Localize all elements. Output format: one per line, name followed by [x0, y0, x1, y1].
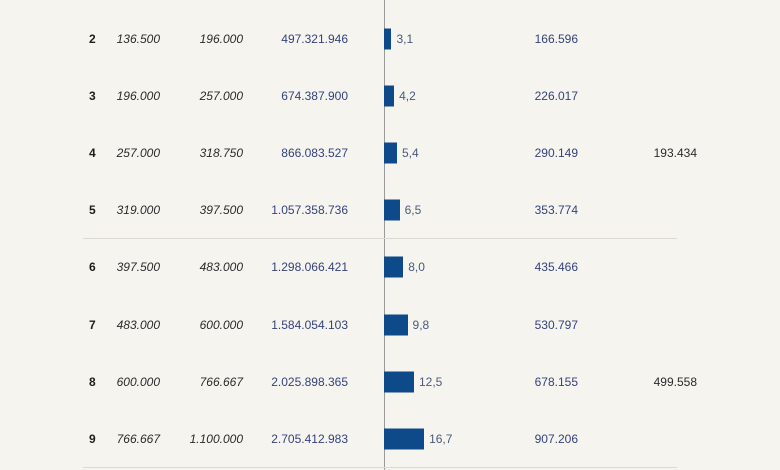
- table-row: 3 196.000 257.000 674.387.900 4,2 226.017: [0, 67, 780, 124]
- bracket-upper-bound: 483.000: [199, 260, 243, 275]
- bracket-lower-bound: 196.000: [116, 88, 160, 103]
- average-value: 907.206: [534, 431, 578, 446]
- average-value: 435.466: [534, 260, 578, 275]
- share-bar: [384, 314, 408, 335]
- bracket-lower-bound: 257.000: [116, 145, 160, 160]
- share-bar: [384, 142, 397, 164]
- average-value: 290.149: [534, 145, 578, 160]
- share-label: 16,7: [429, 431, 453, 446]
- group-divider: [83, 237, 677, 239]
- bracket-upper-bound: 1.100.000: [189, 431, 243, 446]
- table-row: 9 766.667 1.100.000 2.705.412.983 16,7 907.20…: [0, 410, 780, 467]
- bracket-upper-bound: 196.000: [199, 31, 243, 46]
- average-value: 353.774: [534, 203, 578, 218]
- table-row: 5 319.000 397.500 1.057.358.736 6,5 353.774: [0, 182, 780, 239]
- decile-number: 4: [89, 145, 96, 160]
- table-row: 6 397.500 483.000 1.298.066.421 8,0 435.466: [0, 239, 780, 296]
- table-row: 2 136.500 196.000 497.321.946 3,1 166.596: [0, 10, 780, 67]
- total-value: 1.584.054.103: [271, 317, 348, 332]
- average-value: 530.797: [534, 317, 578, 332]
- share-label: 9,8: [412, 317, 430, 332]
- share-label: 8,0: [408, 260, 425, 275]
- share-bar: [384, 85, 395, 107]
- average-value: 166.596: [534, 31, 578, 46]
- bracket-upper-bound: 600.000: [199, 317, 243, 332]
- bracket-lower-bound: 136.500: [116, 31, 160, 46]
- bracket-lower-bound: 766.667: [116, 431, 160, 446]
- decile-number: 2: [89, 31, 96, 46]
- share-label: 4,2: [399, 88, 416, 103]
- total-value: 2.025.898.365: [271, 374, 348, 389]
- decile-number: 8: [89, 374, 96, 389]
- bracket-lower-bound: 319.000: [116, 203, 160, 218]
- bracket-upper-bound: 318.750: [199, 145, 243, 160]
- total-value: 1.057.358.736: [271, 203, 348, 218]
- bracket-upper-bound: 257.000: [199, 88, 243, 103]
- total-value: 1.298.066.421: [271, 260, 348, 275]
- bracket-lower-bound: 483.000: [116, 317, 160, 332]
- total-value: 497.321.946: [281, 31, 348, 46]
- table-row: 8 600.000 766.667 2.025.898.365 12,5 678.155 4…: [0, 353, 780, 410]
- bracket-upper-bound: 397.500: [199, 203, 243, 218]
- total-value: 866.083.527: [281, 145, 348, 160]
- bracket-upper-bound: 766.667: [199, 374, 243, 389]
- total-value: 2.705.412.983: [271, 431, 348, 446]
- bar-axis-line: [384, 0, 385, 470]
- share-label: 3,1: [396, 31, 414, 46]
- group-value: 499.558: [653, 374, 697, 389]
- decile-number: 5: [89, 203, 96, 218]
- bracket-lower-bound: 397.500: [116, 260, 160, 275]
- decile-number: 3: [89, 88, 96, 103]
- share-bar: [384, 199, 400, 221]
- share-label: 12,5: [419, 374, 443, 389]
- table-row: 4 257.000 318.750 866.083.527 5,4 290.149 193.…: [0, 124, 780, 181]
- decile-number: 9: [89, 431, 96, 446]
- average-value: 226.017: [534, 88, 578, 103]
- share-label: 5,4: [401, 145, 419, 160]
- table-row: 7 483.000 600.000 1.584.054.103 9,8 530.797: [0, 296, 780, 353]
- group-value: 193.434: [653, 145, 697, 160]
- share-bar: [384, 28, 392, 49]
- bracket-lower-bound: 600.000: [116, 374, 160, 389]
- average-value: 678.155: [534, 374, 578, 389]
- decile-number: 7: [89, 317, 96, 332]
- share-label: 6,5: [404, 203, 422, 218]
- group-divider: [83, 466, 677, 468]
- total-value: 674.387.900: [281, 88, 348, 103]
- share-bar: [384, 371, 414, 393]
- share-bar: [384, 428, 425, 450]
- decile-number: 6: [89, 260, 96, 275]
- share-bar: [384, 256, 404, 278]
